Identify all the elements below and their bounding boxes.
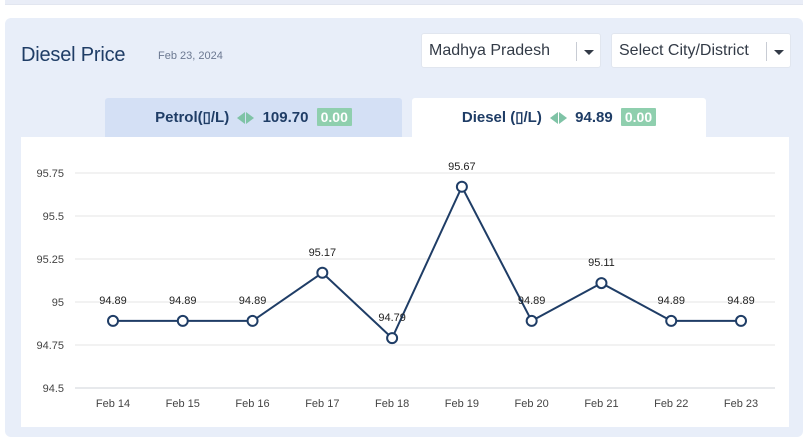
data-point [455, 180, 468, 193]
top-strip [5, 0, 803, 5]
y-tick-label: 94.5 [43, 383, 64, 395]
y-tick-label: 95.75 [36, 168, 64, 180]
x-tick-label: Feb 23 [724, 398, 758, 410]
data-label: 94.79 [378, 312, 406, 324]
chart-card: 94.5 94.75 95 95.25 95.5 95.75 Feb 14 Feb 15 Feb… [21, 137, 789, 427]
x-tick-label: Feb 18 [375, 398, 409, 410]
x-tick-label: Feb 16 [235, 398, 269, 410]
x-tick-label: Feb 21 [584, 398, 618, 410]
x-tick-label: Feb 22 [654, 398, 688, 410]
data-label: 94.89 [727, 295, 755, 307]
data-point [386, 332, 399, 345]
select-divider [766, 42, 767, 61]
select-divider [576, 42, 577, 61]
data-point [316, 266, 329, 279]
x-tick-label: Feb 20 [515, 398, 549, 410]
tab-diesel[interactable]: Diesel (▯/L) 94.89 0.00 [412, 98, 706, 138]
petrol-tab-label: Petrol(▯/L) [155, 109, 230, 126]
data-point [246, 314, 259, 327]
city-select-value: Select City/District [619, 42, 749, 59]
data-label: 94.89 [239, 295, 267, 307]
data-label: 95.17 [309, 247, 337, 259]
diesel-change-badge: 0.00 [620, 108, 657, 126]
x-tick-label: Feb 17 [305, 398, 339, 410]
y-tick-label: 95 [52, 297, 64, 309]
tab-petrol[interactable]: Petrol(▯/L) 109.70 0.00 [105, 98, 402, 138]
petrol-change-badge: 0.00 [316, 108, 352, 126]
y-tick-label: 94.75 [36, 340, 64, 352]
data-label: 95.11 [588, 257, 615, 269]
state-select[interactable]: Madhya Pradesh [421, 33, 601, 68]
data-label: 94.89 [169, 295, 197, 307]
price-date: Feb 23, 2024 [158, 50, 223, 62]
y-tick-label: 95.5 [43, 211, 64, 223]
diesel-price: 94.89 [575, 109, 613, 126]
city-select[interactable]: Select City/District [611, 33, 791, 68]
price-line-chart: 94.5 94.75 95 95.25 95.5 95.75 Feb 14 Feb 15 Feb… [36, 161, 775, 410]
data-label: 94.89 [518, 295, 546, 307]
chevron-down-icon[interactable] [774, 50, 784, 55]
data-label: 94.89 [99, 295, 127, 307]
data-point [665, 314, 678, 327]
data-point [107, 314, 119, 327]
y-tick-label: 95.25 [36, 254, 64, 266]
chevron-down-icon[interactable] [584, 50, 594, 55]
page-title: Diesel Price [21, 44, 126, 66]
data-point [525, 314, 538, 327]
data-point [735, 314, 747, 327]
data-label: 94.89 [657, 295, 685, 307]
price-change-arrows-icon [549, 112, 567, 125]
diesel-tab-label: Diesel (▯/L) [461, 109, 542, 126]
price-change-arrows-icon [237, 112, 255, 125]
x-tick-label: Feb 15 [166, 398, 200, 410]
petrol-price: 109.70 [262, 109, 309, 126]
series-line-diesel [113, 184, 741, 340]
data-point [595, 277, 608, 290]
x-tick-label: Feb 19 [445, 398, 479, 410]
state-select-value: Madhya Pradesh [429, 42, 550, 59]
data-label: 95.67 [448, 161, 476, 173]
data-point [176, 314, 189, 327]
x-tick-label: Feb 14 [96, 398, 130, 410]
